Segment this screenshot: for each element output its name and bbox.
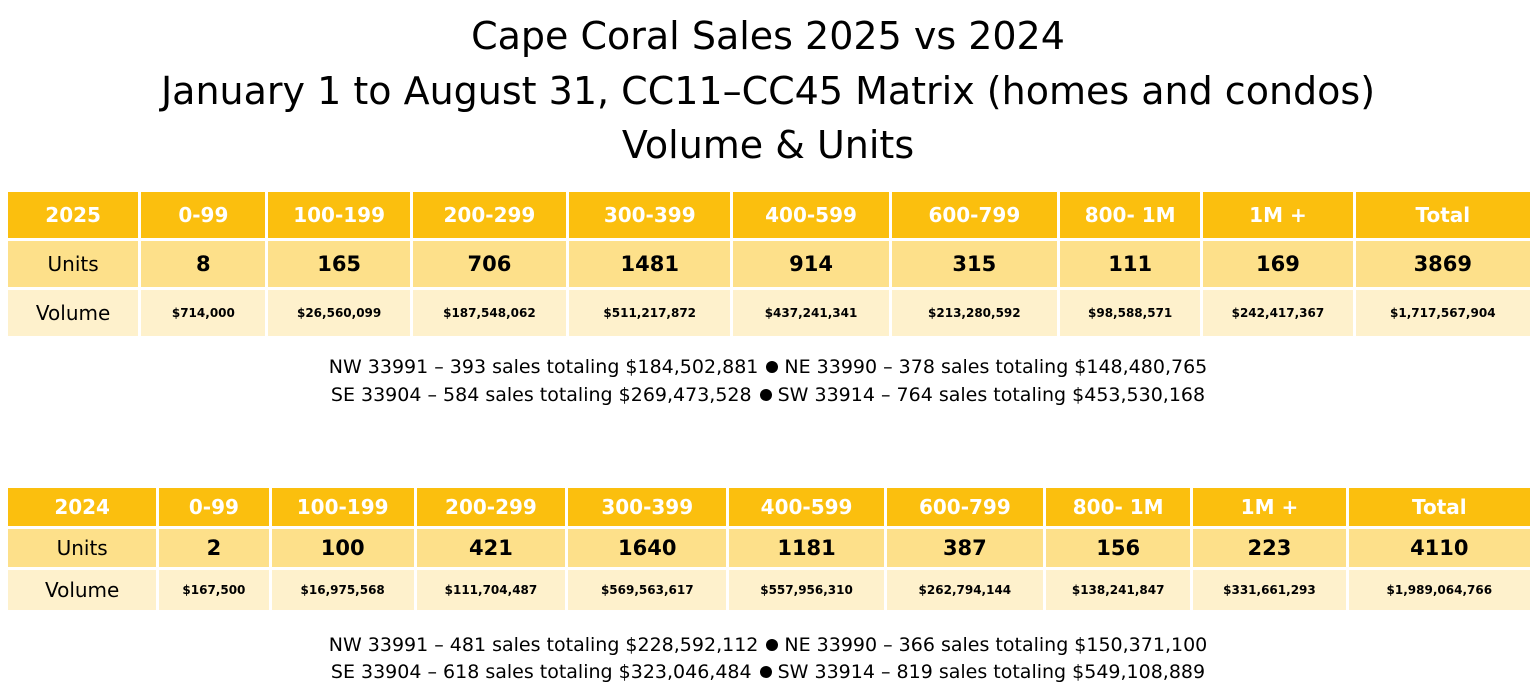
units-cell: 706 <box>412 241 567 287</box>
units-total-cell: 3869 <box>1355 241 1530 287</box>
volume-cell: $138,241,847 <box>1046 570 1191 610</box>
units-cell: 421 <box>416 529 566 567</box>
volume-label: Volume <box>8 290 139 336</box>
units-cell: 1181 <box>729 529 884 567</box>
range-header: 400-599 <box>729 488 884 526</box>
volume-row: Volume $714,000 $26,560,099 $187,548,062… <box>8 290 1530 336</box>
zip-nw-2025: NW 33991 – 393 sales totaling $184,502,8… <box>328 356 759 378</box>
units-label: Units <box>8 241 139 287</box>
volume-cell: $242,417,367 <box>1203 290 1353 336</box>
sales-table-2024: 2024 0-99 100-199 200-299 300-399 400-59… <box>5 485 1533 613</box>
units-label: Units <box>8 529 157 567</box>
range-header: 300-399 <box>568 488 727 526</box>
zip-summary-2025-south: SE 33904 – 584 sales totaling $269,473,5… <box>0 382 1536 408</box>
zip-summary-2025-north: NW 33991 – 393 sales totaling $184,502,8… <box>0 354 1536 380</box>
range-header: 300-399 <box>569 192 731 238</box>
units-row: Units 8 165 706 1481 914 315 111 169 386… <box>8 241 1530 287</box>
units-cell: 8 <box>141 241 266 287</box>
total-header: Total <box>1355 192 1530 238</box>
units-total-cell: 4110 <box>1348 529 1530 567</box>
zip-se-2024: SE 33904 – 618 sales totaling $323,046,4… <box>330 661 752 683</box>
units-cell: 1640 <box>568 529 727 567</box>
year-cell: 2024 <box>8 488 157 526</box>
volume-cell: $98,588,571 <box>1060 290 1201 336</box>
volume-cell: $26,560,099 <box>268 290 410 336</box>
units-cell: 1481 <box>569 241 731 287</box>
units-cell: 914 <box>733 241 889 287</box>
range-header: 600-799 <box>886 488 1044 526</box>
range-header: 600-799 <box>891 192 1057 238</box>
volume-cell: $16,975,568 <box>271 570 414 610</box>
zip-nw-2024: NW 33991 – 481 sales totaling $228,592,1… <box>328 634 759 656</box>
units-cell: 387 <box>886 529 1044 567</box>
units-cell: 100 <box>271 529 414 567</box>
units-row: Units 2 100 421 1640 1181 387 156 223 41… <box>8 529 1530 567</box>
table-header-row: 2024 0-99 100-199 200-299 300-399 400-59… <box>8 488 1530 526</box>
volume-cell: $511,217,872 <box>569 290 731 336</box>
range-header: 100-199 <box>271 488 414 526</box>
range-header: 1M + <box>1203 192 1353 238</box>
volume-row: Volume $167,500 $16,975,568 $111,704,487… <box>8 570 1530 610</box>
units-cell: 315 <box>891 241 1057 287</box>
range-header: 100-199 <box>268 192 410 238</box>
zip-summary-2024-north: NW 33991 – 481 sales totaling $228,592,1… <box>0 632 1536 658</box>
range-header: 400-599 <box>733 192 889 238</box>
zip-ne-2025: NE 33990 – 378 sales totaling $148,480,7… <box>784 356 1208 378</box>
volume-cell: $714,000 <box>141 290 266 336</box>
units-cell: 111 <box>1060 241 1201 287</box>
table-header-row: 2025 0-99 100-199 200-299 300-399 400-59… <box>8 192 1530 238</box>
zip-se-2025: SE 33904 – 584 sales totaling $269,473,5… <box>330 384 752 406</box>
range-header: 200-299 <box>416 488 566 526</box>
units-cell: 165 <box>268 241 410 287</box>
units-cell: 2 <box>159 529 269 567</box>
range-header: 800- 1M <box>1046 488 1191 526</box>
volume-cell: $262,794,144 <box>886 570 1044 610</box>
sales-table-2025: 2025 0-99 100-199 200-299 300-399 400-59… <box>5 189 1533 339</box>
range-header: 1M + <box>1193 488 1346 526</box>
year-cell: 2025 <box>8 192 139 238</box>
bullet-icon <box>759 665 772 678</box>
volume-cell: $557,956,310 <box>729 570 884 610</box>
zip-summary-2024-south: SE 33904 – 618 sales totaling $323,046,4… <box>0 659 1536 685</box>
range-header: 0-99 <box>141 192 266 238</box>
volume-cell: $111,704,487 <box>416 570 566 610</box>
volume-cell: $437,241,341 <box>733 290 889 336</box>
zip-sw-2025: SW 33914 – 764 sales totaling $453,530,1… <box>777 384 1206 406</box>
volume-cell: $331,661,293 <box>1193 570 1346 610</box>
units-cell: 223 <box>1193 529 1346 567</box>
volume-label: Volume <box>8 570 157 610</box>
page-subtitle: January 1 to August 31, CC11–CC45 Matrix… <box>160 69 1376 113</box>
bullet-icon <box>766 638 779 651</box>
range-header: 200-299 <box>412 192 567 238</box>
range-header: 800- 1M <box>1060 192 1201 238</box>
volume-cell: $167,500 <box>159 570 269 610</box>
volume-cell: $213,280,592 <box>891 290 1057 336</box>
page-title: Cape Coral Sales 2025 vs 2024 <box>471 14 1065 58</box>
units-cell: 169 <box>1203 241 1353 287</box>
volume-total-cell: $1,989,064,766 <box>1348 570 1530 610</box>
bullet-icon <box>766 360 779 373</box>
zip-sw-2024: SW 33914 – 819 sales totaling $549,108,8… <box>777 661 1206 683</box>
volume-cell: $187,548,062 <box>412 290 567 336</box>
page-subtitle-metric: Volume & Units <box>621 123 915 167</box>
volume-total-cell: $1,717,567,904 <box>1355 290 1530 336</box>
bullet-icon <box>759 388 772 401</box>
total-header: Total <box>1348 488 1530 526</box>
zip-ne-2024: NE 33990 – 366 sales totaling $150,371,1… <box>784 634 1208 656</box>
volume-cell: $569,563,617 <box>568 570 727 610</box>
units-cell: 156 <box>1046 529 1191 567</box>
range-header: 0-99 <box>159 488 269 526</box>
